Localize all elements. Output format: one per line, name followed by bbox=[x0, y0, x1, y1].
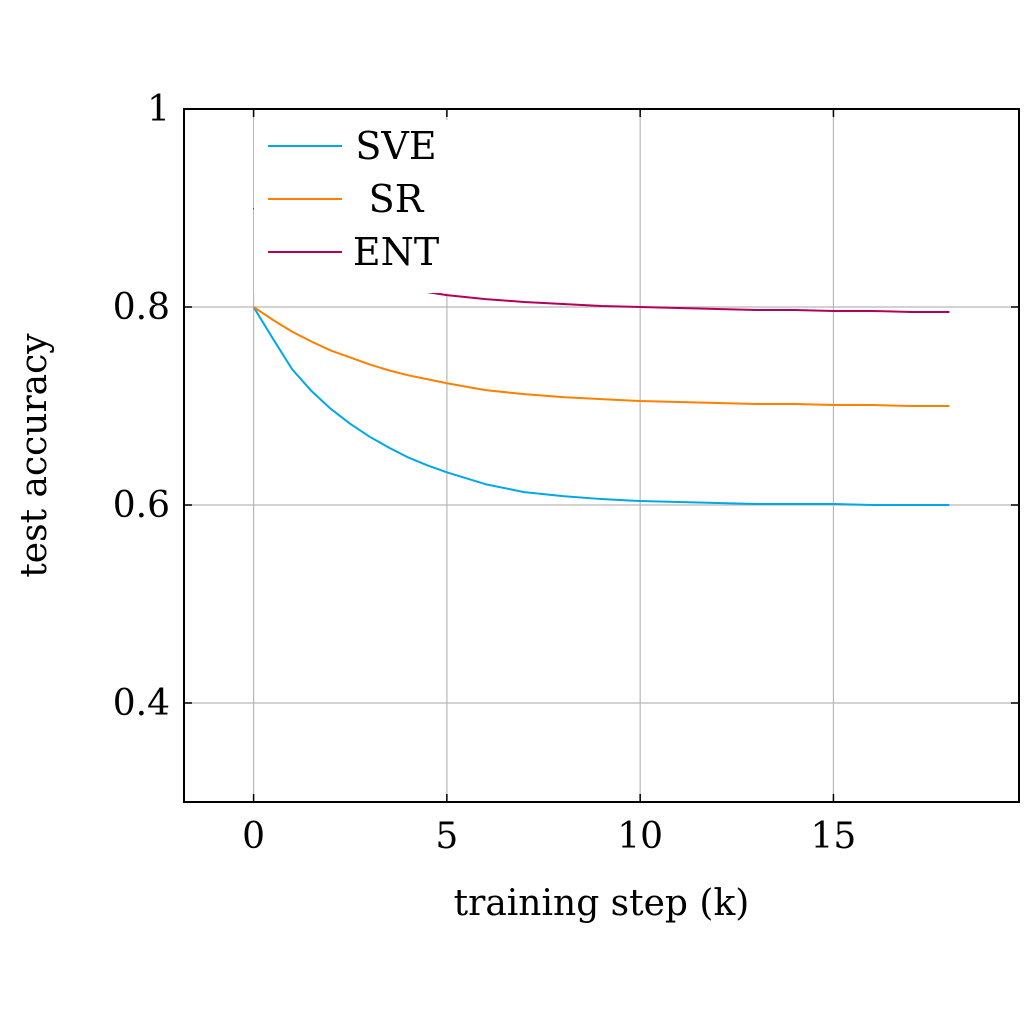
series-line-sve bbox=[252, 306, 950, 506]
legend-label-ent: ENT bbox=[353, 230, 439, 274]
legend-label-sve: SVE bbox=[355, 124, 436, 168]
tick-labels: 0 5 10 15 0.4 0.6 0.8 1 bbox=[113, 89, 857, 857]
x-tick-label: 10 bbox=[617, 816, 663, 857]
legend-background bbox=[254, 120, 454, 293]
tick-marks bbox=[184, 108, 1019, 802]
plot-frame bbox=[183, 108, 1020, 803]
series-line-sr bbox=[253, 306, 950, 407]
y-axis-label: test accuracy bbox=[14, 333, 55, 578]
y-tick-label: 0.4 bbox=[113, 683, 170, 724]
x-tick-label: 15 bbox=[811, 816, 857, 857]
x-tick-label: 0 bbox=[242, 816, 265, 857]
y-tick-label: 0.6 bbox=[113, 485, 170, 526]
x-axis-label: training step (k) bbox=[454, 883, 750, 924]
legend-label-sr: SR bbox=[369, 177, 425, 221]
y-tick-label: 1 bbox=[147, 89, 170, 130]
x-tick-label: 5 bbox=[435, 816, 458, 857]
y-tick-label: 0.8 bbox=[113, 287, 170, 328]
legend: SVE SR ENT bbox=[254, 120, 454, 293]
